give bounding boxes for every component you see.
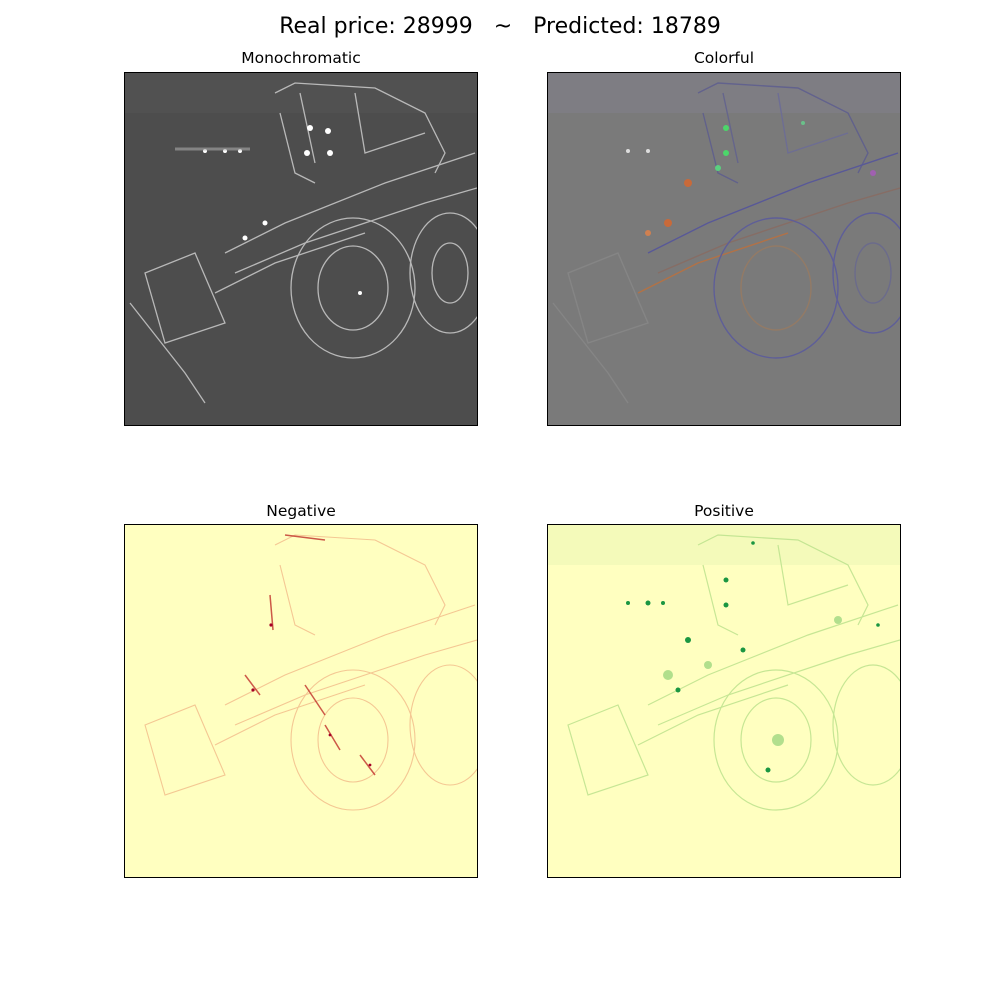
negative-panel: [124, 524, 478, 878]
positive-image: [548, 525, 900, 877]
colorful-image: [548, 73, 900, 425]
negative-image: [125, 525, 477, 877]
figure-title: Real price: 28999 ~ Predicted: 18789: [279, 14, 721, 39]
panel-title-monochromatic: Monochromatic: [241, 49, 361, 67]
colorful-panel: [547, 72, 901, 426]
panel-title-negative: Negative: [266, 502, 336, 520]
positive-panel: [547, 524, 901, 878]
panel-title-colorful: Colorful: [693, 49, 755, 67]
panel-title-positive: Positive: [694, 502, 754, 520]
monochromatic-panel: [124, 72, 478, 426]
monochromatic-image: [125, 73, 477, 425]
